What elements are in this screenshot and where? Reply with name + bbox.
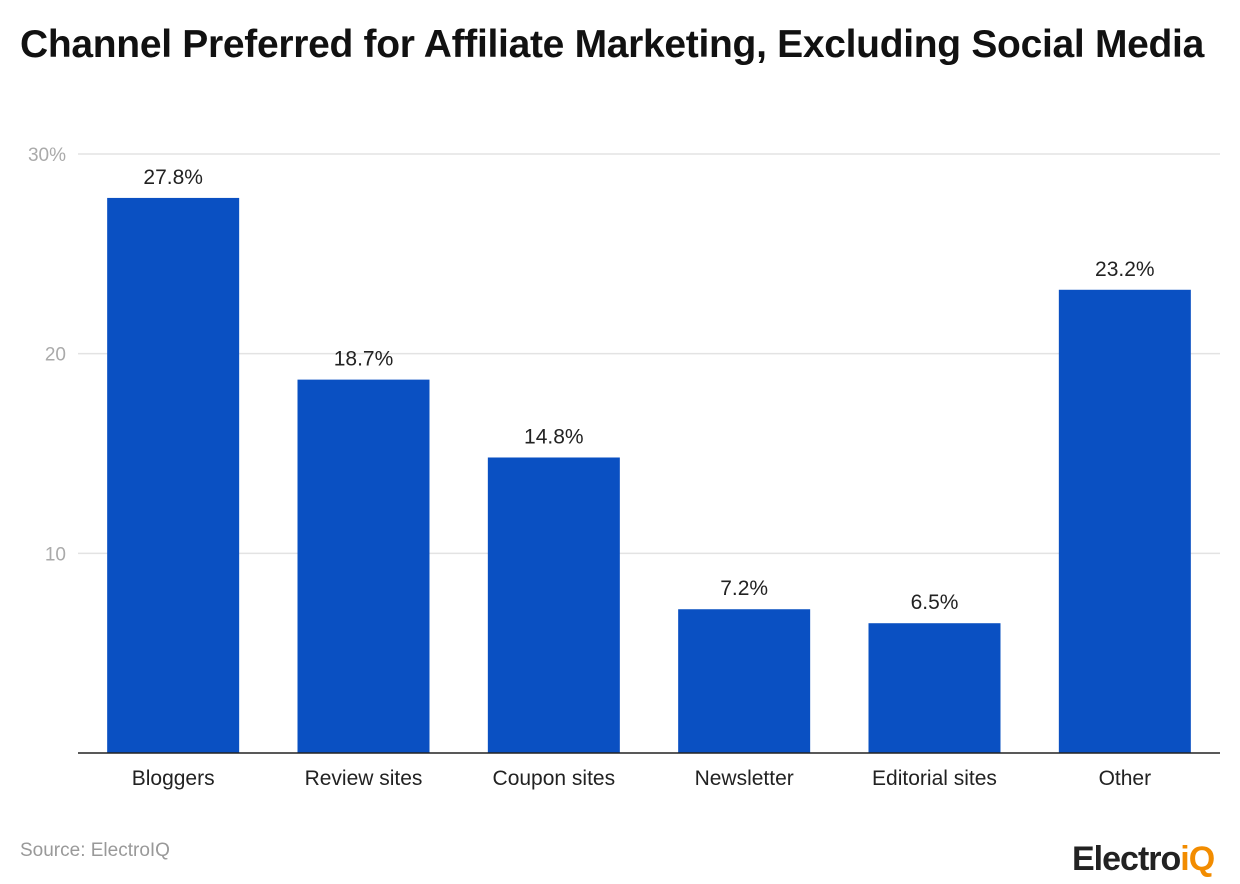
bar	[678, 609, 811, 753]
y-tick-label: 20	[45, 345, 66, 366]
data-label: 7.2%	[720, 577, 768, 600]
data-label: 6.5%	[911, 591, 959, 614]
bar	[107, 197, 240, 754]
x-tick-label: Newsletter	[695, 767, 794, 790]
data-label: 18.7%	[334, 348, 394, 371]
electroiq-logo: ElectroiQ	[1072, 840, 1215, 879]
chart-title: Channel Preferred for Affiliate Marketin…	[20, 23, 1204, 66]
x-tick-label: Review sites	[305, 767, 423, 790]
logo-accent: iQ	[1180, 840, 1215, 878]
bar	[297, 379, 430, 753]
data-label: 27.8%	[143, 166, 203, 189]
x-tick-label: Editorial sites	[872, 767, 997, 790]
x-tick-label: Coupon sites	[493, 767, 616, 790]
logo-main: Electro	[1072, 840, 1181, 878]
x-tick-label: Bloggers	[132, 767, 215, 790]
data-label: 23.2%	[1095, 258, 1155, 281]
y-tick-label: 10	[45, 544, 66, 565]
bar	[1058, 289, 1191, 753]
x-tick-label: Other	[1099, 767, 1152, 790]
y-tick-label: 30%	[28, 145, 66, 166]
data-label: 14.8%	[524, 425, 584, 448]
bar	[868, 623, 1001, 753]
source-note: Source: ElectroIQ	[20, 840, 170, 861]
bar	[487, 457, 620, 753]
